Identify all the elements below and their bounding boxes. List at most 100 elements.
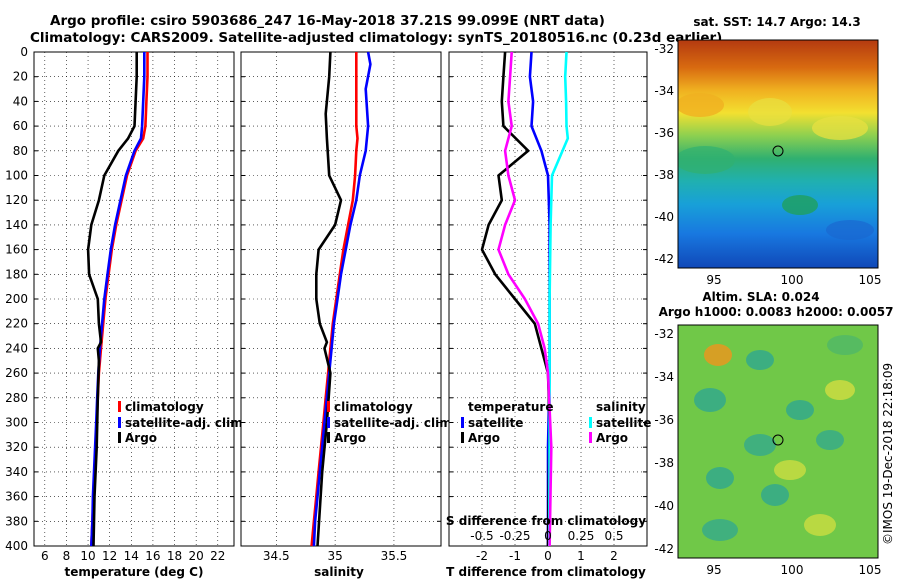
- s-tick-label: 0.5: [604, 529, 623, 543]
- sla-map: Altim. SLA: 0.024 Argo h1000: 0.0083 h20…: [654, 290, 893, 577]
- sst-eddy: [678, 146, 735, 174]
- legend-swatch-argo: [327, 432, 330, 443]
- difference-legend-salinity: salinity satellite Argo: [589, 400, 651, 445]
- lon-tick-label: 95: [706, 273, 721, 287]
- x-tick-label: 20: [189, 549, 204, 563]
- legend-label-s-argo: Argo: [596, 431, 628, 445]
- sst-eddy: [812, 116, 868, 140]
- legend-swatch-satellite-adj: [327, 417, 330, 428]
- series-line-satellite-adj-clim-: [90, 52, 146, 547]
- depth-tick-label: 300: [5, 416, 28, 430]
- x-tick-label: 18: [167, 549, 182, 563]
- legend-label-satellite-adj: satellite-adj. clim.: [125, 416, 247, 430]
- lon-tick-label: 100: [781, 563, 804, 577]
- sla-eddy: [744, 434, 776, 456]
- difference-xlabel: T difference from climatology: [446, 565, 646, 579]
- lat-tick-label: -36: [654, 126, 674, 140]
- x-tick-label: 2: [610, 549, 618, 563]
- sla-lat-labels: -32 -34 -36 -38 -40 -42: [654, 327, 674, 556]
- lat-tick-label: -40: [654, 210, 674, 224]
- sst-lat-labels: -32 -34 -36 -38 -40 -42: [654, 42, 674, 266]
- depth-tick-label: 260: [5, 366, 28, 380]
- salinity-x-ticks: 34.5 35 35.5: [263, 549, 407, 563]
- lat-tick-label: -38: [654, 168, 674, 182]
- credit-text: ©IMOS 19-Dec-2018 22:18:09: [881, 363, 895, 545]
- sst-map-title: sat. SST: 14.7 Argo: 14.3: [693, 15, 860, 29]
- sst-eddy: [678, 93, 724, 117]
- legend-swatch-t-satellite: [461, 417, 464, 428]
- sla-eddy: [786, 400, 814, 420]
- argo-position-marker: [772, 145, 784, 157]
- argo-position-marker: [772, 434, 784, 446]
- x-tick-label: 16: [145, 549, 160, 563]
- legend-label-climatology: climatology: [334, 400, 413, 414]
- depth-tick-label: 240: [5, 341, 28, 355]
- series-line-t-argo: [480, 51, 551, 547]
- depth-tick-label: 220: [5, 317, 28, 331]
- depth-tick-label: 360: [5, 490, 28, 504]
- sla-eddy: [746, 350, 774, 370]
- depth-tick-label: 380: [5, 514, 28, 528]
- legend-swatch-s-argo: [589, 432, 592, 443]
- difference-x-ticks: -2 -1 0 1 2: [476, 549, 618, 563]
- legend-label-argo: Argo: [125, 431, 157, 445]
- temperature-legend: climatology satellite-adj. clim. Argo: [118, 400, 247, 445]
- depth-tick-label: 100: [5, 169, 28, 183]
- s-tick-label: 0.25: [568, 529, 595, 543]
- x-tick-label: 22: [210, 549, 225, 563]
- depth-tick-label: 160: [5, 243, 28, 257]
- legend-title-temperature: temperature: [468, 400, 553, 414]
- x-tick-label: 12: [102, 549, 117, 563]
- depth-tick-label: 180: [5, 267, 28, 281]
- sst-eddies: [678, 93, 874, 240]
- sst-eddy: [826, 220, 874, 240]
- temperature-lines: [86, 52, 149, 547]
- s-tick-label: -0.25: [499, 529, 530, 543]
- sla-eddy: [702, 519, 738, 541]
- title-line1: Argo profile: csiro 5903686_247 16-May-2…: [50, 13, 605, 29]
- depth-tick-label: 340: [5, 465, 28, 479]
- series-line-s-satellite: [547, 51, 570, 547]
- x-tick-label: 10: [80, 549, 95, 563]
- difference-lines: [480, 51, 570, 547]
- x-tick-label: 34.5: [263, 549, 290, 563]
- legend-label-satellite-adj: satellite-adj. clim.: [334, 416, 456, 430]
- sst-eddy: [782, 195, 818, 215]
- depth-tick-label: 400: [5, 539, 28, 553]
- lon-tick-label: 95: [706, 563, 721, 577]
- legend-title-salinity: salinity: [596, 400, 646, 414]
- sla-eddy: [827, 335, 863, 355]
- depth-tick-label: 140: [5, 218, 28, 232]
- title-line2: Climatology: CARS2009. Satellite-adjuste…: [30, 30, 722, 46]
- x-tick-label: 35: [327, 549, 342, 563]
- sst-eddy: [748, 98, 792, 126]
- lon-tick-label: 105: [859, 273, 882, 287]
- x-tick-label: 14: [124, 549, 139, 563]
- lat-tick-label: -42: [654, 542, 674, 556]
- depth-tick-label: 40: [13, 94, 28, 108]
- depth-tick-label: 320: [5, 440, 28, 454]
- sla-eddy: [761, 484, 789, 506]
- depth-tick-label: 120: [5, 193, 28, 207]
- difference-panel: -2 -1 0 1 2 -0.5 -0.25 0 0.25 0.5 S difference f…: [446, 51, 651, 579]
- difference-legend-temperature: temperature satellite Argo: [461, 400, 553, 445]
- sst-map-frame: [677, 39, 879, 269]
- series-line-argo: [314, 51, 343, 547]
- legend-label-t-satellite: satellite: [468, 416, 523, 430]
- legend-label-s-satellite: satellite: [596, 416, 651, 430]
- depth-axis-labels: 0 20 40 60 80 100 120 140 160 180 200 220 240 260 280 3…: [5, 45, 28, 553]
- sla-eddy: [706, 467, 734, 489]
- temperature-x-ticks: 6 8 10 12 14 16 18 20 22: [41, 549, 225, 563]
- salinity-legend: climatology satellite-adj. clim. Argo: [327, 400, 456, 445]
- sla-eddy: [804, 514, 836, 536]
- depth-tick-label: 60: [13, 119, 28, 133]
- lat-tick-label: -36: [654, 413, 674, 427]
- sst-map: sat. SST: 14.7 Argo: 14.3 -32 -34 -36 -38 -4…: [654, 15, 881, 287]
- sla-map-frame: [677, 324, 879, 559]
- legend-swatch-argo: [118, 432, 121, 443]
- salinity-difference-ticks: -0.5 -0.25 0 0.25 0.5: [470, 529, 623, 543]
- legend-label-climatology: climatology: [125, 400, 204, 414]
- legend-swatch-s-satellite: [589, 417, 592, 428]
- s-tick-label: 0: [544, 529, 552, 543]
- s-difference-label: S difference from climatology: [446, 514, 646, 528]
